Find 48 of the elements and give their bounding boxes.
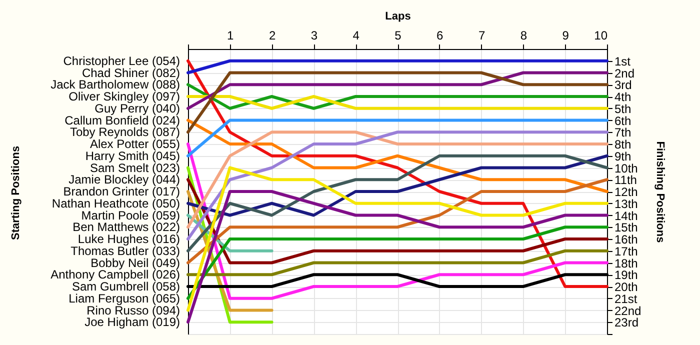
x-tick-label: 4 bbox=[352, 28, 360, 42]
y-tick-label: 20th bbox=[614, 280, 638, 294]
y-tick-label: 9th bbox=[614, 149, 632, 164]
x-tick-label: 6 bbox=[436, 28, 444, 42]
text: Starting Positions bbox=[10, 146, 22, 240]
x-axis-title: Laps bbox=[385, 10, 411, 22]
x-tick-label: 5 bbox=[394, 28, 402, 42]
line-series bbox=[186, 166, 608, 312]
line-series bbox=[186, 154, 608, 217]
y-tick-label: 12th bbox=[614, 185, 638, 199]
line-series bbox=[186, 118, 608, 193]
line-series bbox=[186, 190, 608, 324]
series-label: Brandon Grinter (017) bbox=[63, 184, 180, 198]
x-tick-label: 8 bbox=[520, 28, 528, 42]
y-tick-label: 19th bbox=[614, 268, 638, 282]
y-tick-label: 4th bbox=[614, 90, 632, 104]
x-tick-label: 7 bbox=[478, 28, 486, 42]
x-tick-label: 10 bbox=[594, 28, 608, 42]
y-tick-label: 10th bbox=[614, 161, 638, 176]
y-tick-label: 6th bbox=[614, 114, 632, 128]
y-tick-label: 22nd bbox=[614, 304, 642, 318]
series-label: Oliver Skingley (097) bbox=[68, 90, 180, 104]
x-tick-label: 2 bbox=[268, 28, 276, 42]
y-tick-label: 1st bbox=[614, 54, 632, 68]
y-tick-label: 15th bbox=[614, 220, 638, 235]
y-tick-label: 17th bbox=[614, 244, 638, 258]
line-series bbox=[186, 178, 608, 264]
y-tick-label: 3rd bbox=[614, 78, 632, 92]
y-tick-label: 2nd bbox=[614, 66, 635, 80]
x-tick-label: 3 bbox=[310, 28, 318, 42]
y-axis-title: Finishing Positions bbox=[654, 141, 666, 243]
y-tick-label: 18th bbox=[614, 256, 638, 270]
y-tick-label: 8th bbox=[614, 138, 632, 152]
x-tick-label: 1 bbox=[227, 28, 234, 42]
y-tick-label: 13th bbox=[614, 196, 638, 211]
y-tick-label: 11th bbox=[614, 173, 637, 188]
y-tick-label: 7th bbox=[614, 126, 632, 140]
y-tick-label: 23rd bbox=[614, 316, 639, 330]
series-label: Alex Potter (055) bbox=[90, 137, 180, 151]
y-tick-label: 14th bbox=[614, 208, 638, 223]
series-label: Sam Gumbrell (058) bbox=[72, 280, 180, 294]
series-label: Christopher Lee (054) bbox=[63, 54, 180, 68]
y-tick-label: 16th bbox=[614, 232, 638, 246]
y-tick-label: 21st bbox=[614, 292, 638, 306]
y-tick-label: 5th bbox=[614, 102, 632, 116]
series-label: Luke Hughes (016) bbox=[78, 232, 180, 246]
x-tick-label: 9 bbox=[562, 28, 570, 42]
line-series bbox=[186, 154, 608, 252]
